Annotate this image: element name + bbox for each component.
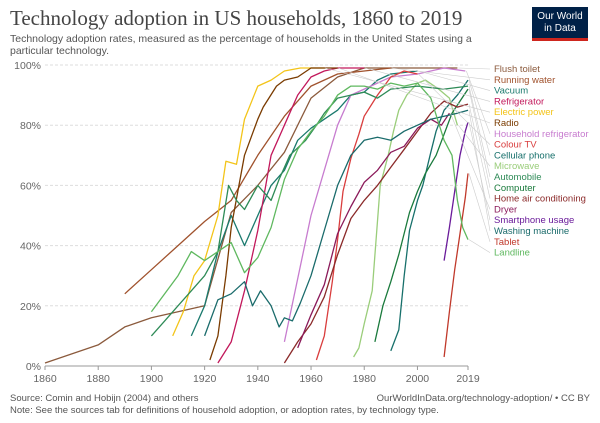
series-line-radio[interactable] [209,67,338,361]
legend-connector-radio [338,67,491,124]
legend-label-dryer[interactable]: Dryer [494,204,517,215]
legend-label-home-air-conditioning[interactable]: Home air conditioning [494,194,586,205]
legend-connector-refrigerator [365,67,491,102]
legend-label-running-water[interactable]: Running water [494,75,555,86]
legend-label-microwave[interactable]: Microwave [494,161,539,172]
series-line-landline[interactable] [150,82,469,313]
x-tick-label: 1940 [246,373,270,385]
y-tick-label: 0% [26,361,41,373]
x-tick-label: 1860 [33,373,57,385]
legend-label-cellular-phone[interactable]: Cellular phone [494,150,555,161]
legend-label-electric-power[interactable]: Electric power [494,107,554,118]
series-line-computer[interactable] [374,88,469,343]
legend-connector-flush-toilet [458,67,491,70]
legend-label-radio[interactable]: Radio [494,118,519,129]
y-tick-label: 80% [20,120,41,132]
legend-connector-washing-machine [468,110,491,232]
legend-label-household-refrigerator[interactable]: Household refrigerator [494,129,589,140]
x-tick-label: 1980 [353,373,377,385]
legend-label-washing-machine[interactable]: Washing machine [494,226,569,237]
series-line-automobile[interactable] [150,85,469,337]
legend-label-flush-toilet[interactable]: Flush toilet [494,64,540,75]
owid-logo[interactable]: Our World in Data [532,7,588,41]
series-line-electric-power[interactable] [172,67,325,337]
footnote: Note: See the sources tab for definition… [10,405,439,416]
series-line-washing-machine[interactable] [203,109,469,337]
series-line-household-refrigerator[interactable] [283,67,466,343]
logo-line-2: in Data [544,23,576,34]
series-line-flush-toilet[interactable] [44,67,458,364]
legend-connector-cellular-phone [468,79,491,156]
legend-label-computer[interactable]: Computer [494,183,536,194]
x-tick-label: 1920 [193,373,217,385]
series-line-refrigerator[interactable] [217,67,365,364]
legend-label-smartphone-usage[interactable]: Smartphone usage [494,215,574,226]
legend-label-tablet[interactable]: Tablet [494,237,520,248]
legend-connector-home-air-conditioning [468,104,491,199]
series-line-home-air-conditioning[interactable] [283,100,469,364]
legend-label-refrigerator[interactable]: Refrigerator [494,96,544,107]
legend-label-vacuum[interactable]: Vacuum [494,86,528,97]
legend-label-colour-tv[interactable]: Colour TV [494,140,537,151]
legend-connector-household-refrigerator [466,70,491,134]
legend-label-landline[interactable]: Landline [494,248,530,259]
source-text: Source: Comin and Hobijn (2004) and othe… [10,393,199,404]
legend-connector-electric-power [325,67,491,113]
series-line-cellular-phone[interactable] [390,79,469,352]
series-line-running-water[interactable] [124,67,391,295]
y-tick-label: 20% [20,301,41,313]
chart-axes: 0% 20% 40% 60% 80% 100% 1860 1880 1900 1920 1940 19… [14,60,480,385]
legend-connector-tablet [468,173,491,242]
legend-connector-automobile [468,86,491,178]
x-tick-label: 1880 [87,373,111,385]
series-line-microwave[interactable] [353,79,459,358]
y-tick-label: 100% [14,60,41,72]
legend-connector-computer [468,89,491,188]
y-tick-label: 60% [20,180,41,192]
chart-subtitle: Technology adoption rates, measured as t… [10,33,472,57]
legend-label-automobile[interactable]: Automobile [494,172,542,183]
chart-grid [45,64,468,367]
y-tick-label: 40% [20,241,41,253]
source-url[interactable]: OurWorldInData.org/technology-adoption/ … [376,393,590,404]
chart-series [44,67,469,364]
legend-connector-running-water [391,67,491,81]
chart-title: Technology adoption in US households, 18… [10,6,463,30]
series-line-colour-tv[interactable] [315,70,418,361]
x-tick-label: 2000 [406,373,430,385]
series-line-smartphone-usage[interactable] [443,122,469,261]
logo-line-1: Our World [537,11,583,22]
x-tick-label: 2019 [456,373,480,385]
series-line-vacuum[interactable] [190,70,418,337]
legend-connector-landline [468,239,491,253]
series-line-tablet[interactable] [443,173,469,358]
series-line-dryer[interactable] [297,112,450,349]
x-tick-label: 1960 [299,373,323,385]
legend-connector-vacuum [418,70,491,91]
x-tick-label: 1900 [140,373,164,385]
